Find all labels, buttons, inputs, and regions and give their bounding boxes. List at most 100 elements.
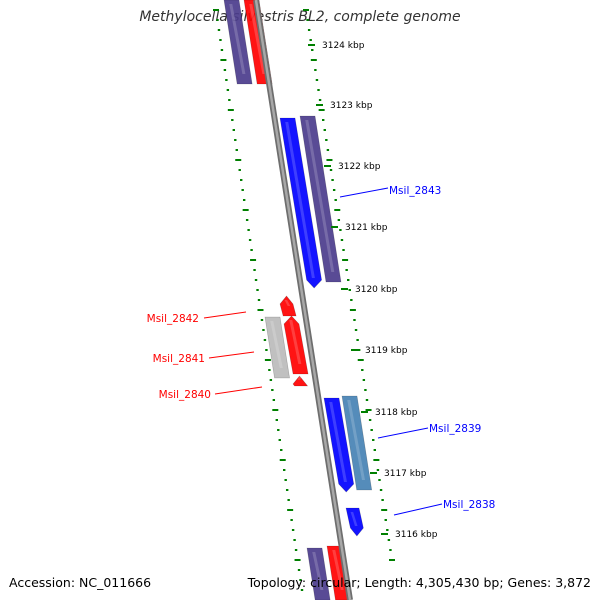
tick-label: 3124 kbp: [322, 41, 365, 51]
inner-dot: [231, 119, 234, 121]
gene-leader-line: [214, 386, 263, 395]
gene-label-msil-2838: Msil_2838: [443, 499, 495, 511]
outer-dot: [376, 469, 380, 471]
inner-dot: [285, 489, 289, 491]
feature-misc-grey: [264, 316, 290, 379]
gene-features: [223, 0, 373, 600]
inner-dot: [278, 439, 281, 441]
outer-dot: [318, 99, 322, 101]
inner-dot: [253, 269, 256, 271]
inner-dot: [219, 39, 222, 41]
backbone: [253, 0, 353, 600]
inner-dot: [242, 199, 246, 201]
tick-label: 3120 kbp: [355, 285, 398, 295]
feature-msil-2842-shine: [284, 300, 291, 306]
feature-msil-2843-cds: [299, 115, 342, 283]
outer-dot: [342, 249, 345, 251]
inner-dot: [272, 409, 279, 411]
outer-dot: [372, 439, 375, 441]
inner-dot: [269, 379, 273, 381]
outer-dot: [389, 559, 395, 561]
outer-dot: [347, 279, 350, 281]
inner-dot: [283, 469, 286, 471]
feature-msil-2838-shine: [350, 512, 358, 526]
outer-dot: [362, 379, 366, 381]
outer-dot: [350, 299, 353, 301]
feature-msil-2841-shine: [289, 320, 302, 364]
outer-dot: [373, 449, 376, 451]
feature-top-purple: [223, 0, 253, 85]
outer-dot: [329, 169, 333, 171]
inner-dot: [279, 459, 286, 461]
inner-dot: [242, 209, 249, 211]
outer-dot: [303, 9, 309, 11]
inner-dot: [240, 179, 243, 181]
outer-dot: [354, 329, 358, 331]
gene-leader-line: [339, 187, 389, 198]
inner-dot: [277, 429, 280, 431]
inner-dot: [254, 279, 258, 281]
feature-msil-2839-shine: [329, 402, 347, 482]
inner-dot: [268, 369, 271, 371]
inner-dot: [247, 229, 250, 231]
inner-dot: [287, 499, 290, 501]
outer-dot: [365, 399, 369, 401]
inner-dot: [256, 289, 259, 291]
inner-dot: [216, 19, 219, 21]
outer-dot: [306, 19, 309, 21]
tick-label: 3116 kbp: [395, 530, 438, 540]
outer-dot: [373, 459, 380, 461]
outer-dot: [379, 489, 383, 491]
outer-dot: [332, 189, 336, 191]
outer-dot: [325, 139, 328, 141]
feature-msil-2839-cds-shine: [347, 400, 365, 480]
feature-msil-2841: [283, 315, 309, 375]
inner-dot: [297, 569, 301, 571]
inner-dot: [294, 559, 301, 561]
inner-dot: [220, 49, 224, 51]
outer-dot: [314, 69, 317, 71]
outer-dot: [334, 209, 341, 211]
inner-dot: [225, 79, 228, 81]
gene-label-msil-2841: Msil_2841: [153, 353, 205, 365]
outer-dot: [310, 59, 317, 61]
tick-label: 3117 kbp: [384, 469, 427, 479]
outer-dot: [331, 179, 334, 181]
outer-dot: [356, 339, 359, 341]
inner-dot: [294, 549, 298, 551]
outer-dot: [318, 109, 325, 111]
inner-dot: [238, 169, 241, 171]
outer-dot: [386, 529, 389, 531]
feature-msil-2842: [279, 295, 297, 317]
inner-dot: [228, 99, 231, 101]
inner-dot: [250, 249, 253, 251]
inner-dot: [290, 519, 293, 521]
outer-dot: [384, 519, 387, 521]
feature-bottom-purple: [306, 547, 331, 600]
inner-dot: [293, 539, 296, 541]
inner-dot: [284, 479, 287, 481]
gene-label-msil-2839: Msil_2839: [429, 423, 481, 435]
outer-dot: [381, 499, 384, 501]
inner-dot: [235, 149, 238, 151]
tick-dot-rings: [213, 9, 395, 591]
gene-leader-line: [208, 351, 255, 359]
feature-msil-2843-cds-shine: [305, 120, 335, 272]
inner-dot: [235, 159, 242, 161]
inner-dot: [220, 59, 227, 61]
outer-dot: [339, 229, 342, 231]
gene-label-msil-2840: Msil_2840: [159, 389, 211, 401]
feature-msil-2839-cds: [341, 395, 373, 491]
outer-dot: [337, 219, 341, 221]
inner-dot: [275, 419, 278, 421]
gene-leader-line: [377, 427, 429, 439]
tick-label: 3121 kbp: [345, 223, 388, 233]
outer-dot: [353, 319, 356, 321]
inner-dot: [291, 529, 295, 531]
feature-msil-2840-shine: [297, 376, 302, 380]
inner-dot: [271, 389, 274, 391]
outer-dot: [326, 159, 333, 161]
inner-dot: [262, 329, 265, 331]
outer-dot: [389, 549, 392, 551]
outer-dot: [311, 49, 314, 51]
